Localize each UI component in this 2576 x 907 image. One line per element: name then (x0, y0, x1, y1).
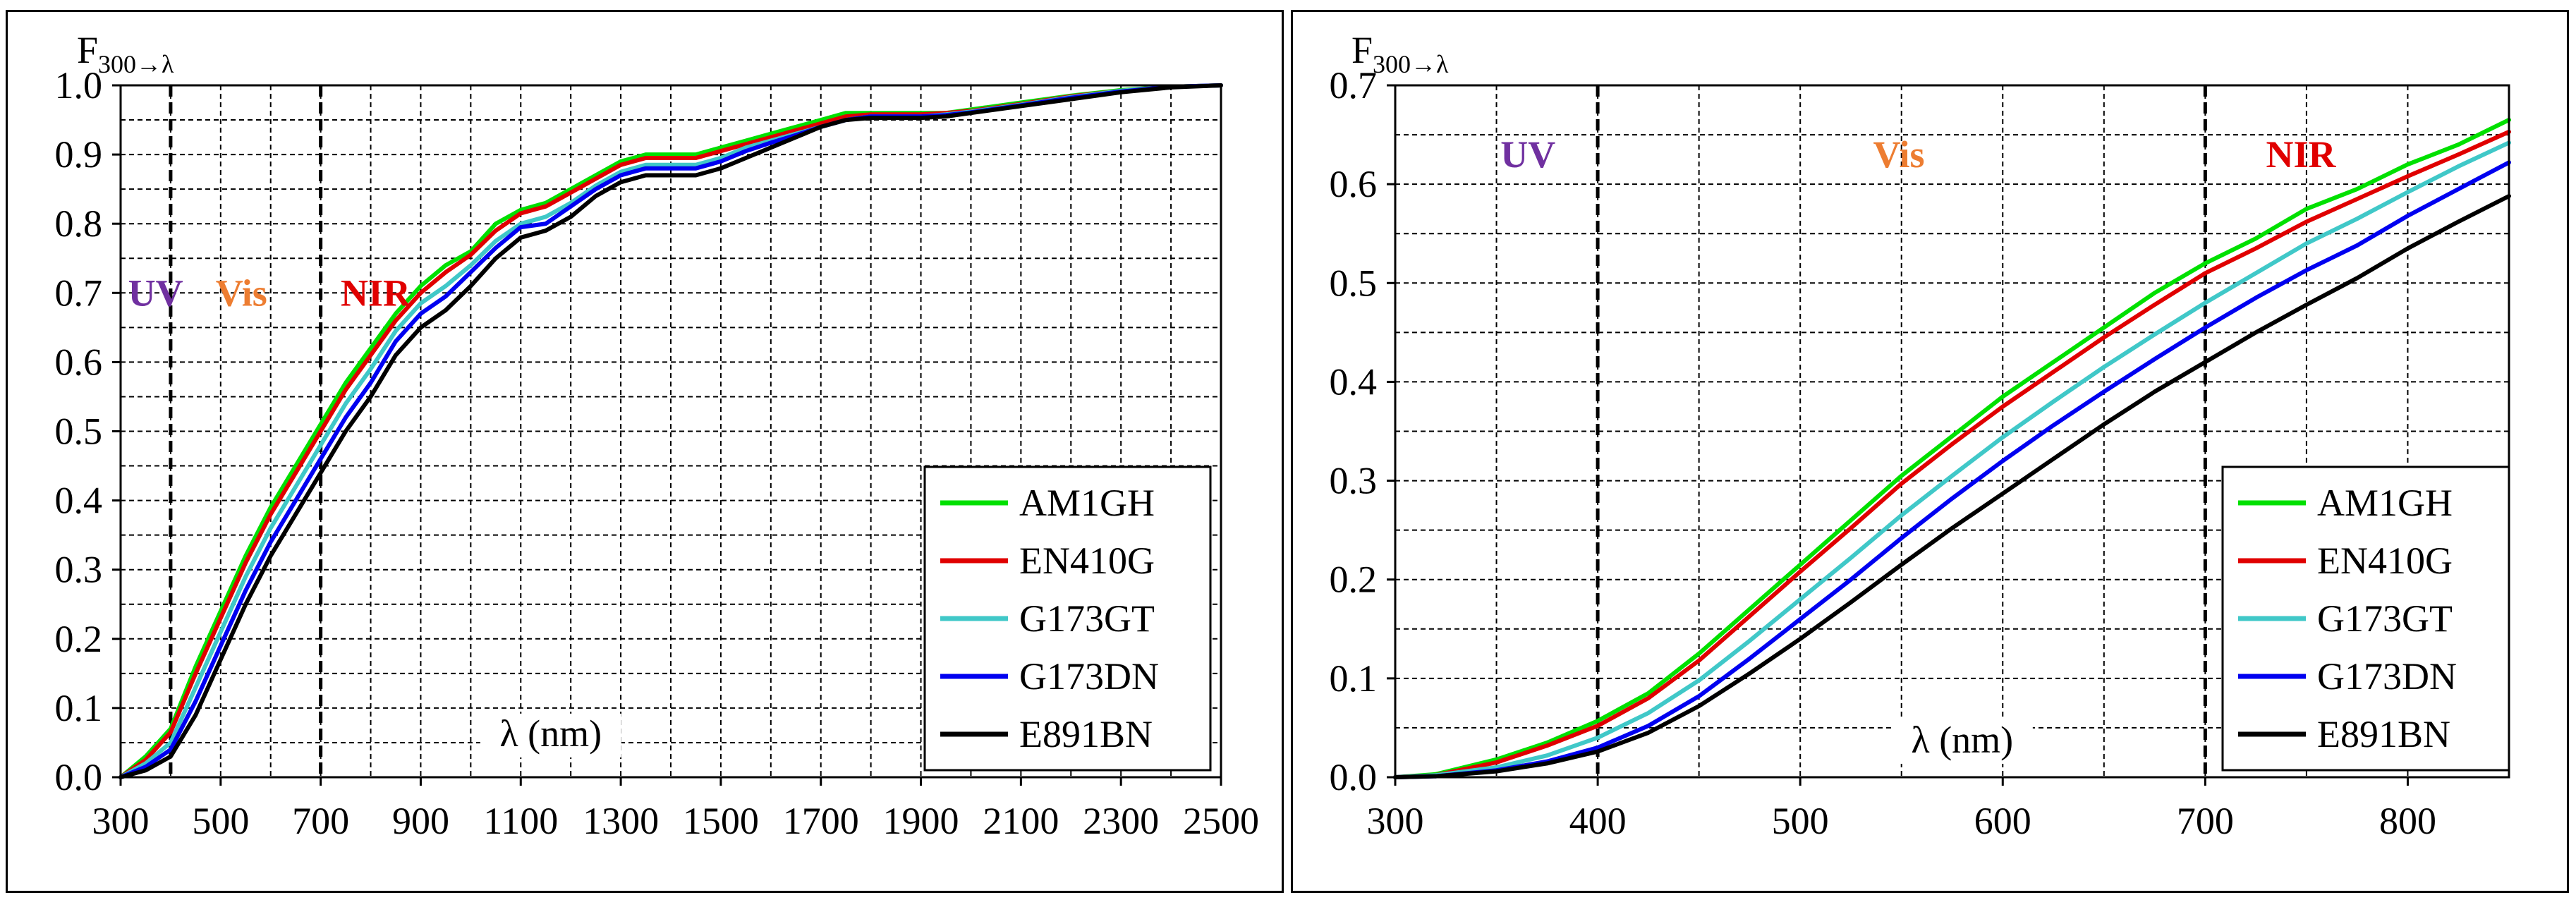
right-x-tick-label: 800 (2379, 800, 2436, 842)
right-legend: AM1GH EN410G G173GT G173DN E891BN (2221, 465, 2510, 772)
right-y-tick-label: 0.3 (1330, 460, 1378, 502)
left-y-axis-label: F300→λ (77, 29, 174, 78)
right-y-axis-label: F300→λ (1351, 29, 1449, 78)
chart-left-svg: 300 500 700 900 1100 1300 1500 1700 1900 2100 2300… (55, 29, 1260, 842)
left-x-tick-label: 700 (292, 800, 349, 842)
left-y-tick-label: 0.2 (55, 618, 103, 660)
left-y-tick-label: 0.0 (55, 756, 103, 798)
right-legend-label-g173dn: G173DN (2317, 655, 2457, 698)
left-series-e891bn (119, 83, 1223, 779)
right-x-tick-label: 300 (1367, 800, 1424, 842)
left-legend-label-am1gh: AM1GH (1019, 482, 1155, 524)
left-x-axis-label: λ (nm) (499, 712, 602, 755)
left-region-label-uv: UV (128, 272, 183, 314)
left-y-tick-label: 0.4 (55, 480, 103, 522)
right-series-e891bn (1393, 194, 2511, 779)
left-y-tick-label: 0.7 (55, 272, 103, 314)
right-x-tick-label: 500 (1772, 800, 1829, 842)
left-y-axis-label-sub: 300→λ (98, 50, 174, 78)
right-y-tick-label: 0.6 (1330, 163, 1378, 205)
right-series-g173dn (1393, 160, 2511, 779)
left-x-tick-label: 1100 (483, 800, 558, 842)
right-region-label-uv: UV (1500, 133, 1555, 176)
left-x-tick-label: 1700 (783, 800, 859, 842)
left-x-axis-label-bg (480, 713, 621, 757)
chart-panel-right: 300 400 500 600 700 800 0.0 0.1 0.2 0.3 0.4 0.5 0.6 0… (1291, 10, 2569, 893)
left-x-tick-label: 2500 (1183, 800, 1259, 842)
left-legend-label-en410g: EN410G (1019, 540, 1155, 582)
left-legend: AM1GH EN410G G173GT G173DN E891BN (923, 465, 1212, 772)
right-x-axis-label-bg (1891, 719, 2033, 764)
right-y-tick-label: 0.2 (1330, 559, 1378, 601)
left-y-tick-label: 0.9 (55, 133, 103, 176)
left-y-tick-label: 0.8 (55, 202, 103, 245)
left-x-tick-label: 2300 (1083, 800, 1159, 842)
left-region-label-nir: NIR (341, 272, 411, 314)
left-x-tick-label: 300 (92, 800, 150, 842)
left-y-axis-label-main: F (77, 29, 98, 71)
left-legend-label-g173gt: G173GT (1019, 597, 1155, 640)
right-legend-label-g173gt: G173GT (2317, 597, 2453, 640)
right-series-en410g (1393, 129, 2511, 779)
left-x-tick-label: 900 (392, 800, 449, 842)
left-legend-label-g173dn: G173DN (1019, 655, 1159, 698)
left-x-tick-label: 2100 (983, 800, 1059, 842)
left-x-tick-label: 1900 (883, 800, 959, 842)
left-region-label-vis: Vis (216, 272, 267, 314)
left-x-tick-label: 500 (192, 800, 249, 842)
left-series-group (119, 83, 1223, 779)
left-legend-label-e891bn: E891BN (1019, 713, 1153, 755)
right-legend-label-e891bn: E891BN (2317, 713, 2450, 755)
left-y-tick-label: 0.3 (55, 549, 103, 591)
right-y-tick-label: 0.1 (1330, 657, 1378, 700)
left-y-tick-label: 1.0 (55, 64, 103, 106)
right-y-tick-label: 0.7 (1330, 64, 1378, 106)
left-x-tick-label: 1300 (583, 800, 659, 842)
left-y-tick-label: 0.6 (55, 341, 103, 383)
right-y-tick-label: 0.4 (1330, 360, 1378, 403)
right-x-tick-label: 400 (1569, 800, 1627, 842)
left-y-tick-label: 0.5 (55, 410, 103, 453)
right-series-group (1393, 118, 2511, 779)
right-y-axis-label-sub: 300→λ (1373, 50, 1449, 78)
right-series-am1gh (1393, 118, 2511, 779)
right-series-g173gt (1393, 140, 2511, 779)
chart-right-svg: 300 400 500 600 700 800 0.0 0.1 0.2 0.3 0.4 0.5 0.6 0… (1330, 29, 2511, 842)
right-y-axis-label-main: F (1351, 29, 1373, 71)
right-region-label-vis: Vis (1873, 133, 1925, 176)
left-x-tick-label: 1500 (683, 800, 759, 842)
right-plot-frame (1394, 84, 2510, 779)
right-legend-label-en410g: EN410G (2317, 540, 2453, 582)
left-y-tick-label: 0.1 (55, 687, 103, 729)
right-region-label-nir: NIR (2266, 133, 2336, 176)
right-y-tick-label: 0.5 (1330, 262, 1378, 304)
chart-panel-left: 300 500 700 900 1100 1300 1500 1700 1900 2100 2300… (6, 10, 1284, 893)
right-x-tick-label: 600 (1974, 800, 2031, 842)
right-legend-label-am1gh: AM1GH (2317, 482, 2453, 524)
right-y-tick-label: 0.0 (1330, 756, 1378, 798)
right-x-axis-label: λ (nm) (1912, 719, 2014, 761)
right-x-tick-label: 700 (2177, 800, 2234, 842)
